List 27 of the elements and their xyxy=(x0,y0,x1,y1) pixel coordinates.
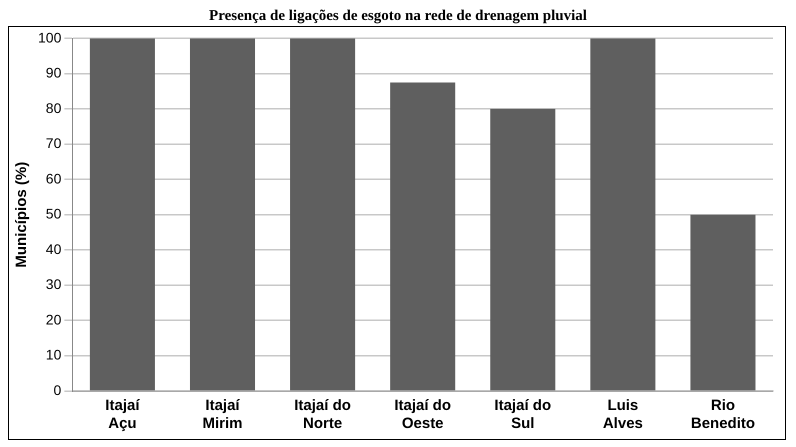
x-tick-label: Itajaí Açu xyxy=(105,397,140,432)
bar xyxy=(90,38,155,390)
y-tick-label: 80 xyxy=(46,100,62,116)
y-tick-label: 30 xyxy=(46,276,62,292)
bar xyxy=(190,38,256,390)
x-tick-label: Itajaí do Sul xyxy=(494,397,552,432)
y-tick-label: 70 xyxy=(46,135,62,152)
x-tick-label: Luis Alves xyxy=(602,397,643,432)
y-tick-label: 40 xyxy=(46,240,62,257)
y-tick-label: 20 xyxy=(46,311,62,328)
x-tick-label: Itajaí Mirim xyxy=(202,397,243,432)
bar xyxy=(690,214,756,390)
x-tick-label: Itajaí do Oeste xyxy=(394,397,452,432)
y-tick-label: 60 xyxy=(46,170,62,186)
chart-title: Presença de ligações de esgoto na rede de drenagem pluvial xyxy=(208,8,588,26)
y-tick-label: 10 xyxy=(46,346,62,363)
bar xyxy=(490,108,556,390)
x-tick-label: Rio Benedito xyxy=(690,397,756,432)
y-tick-label: 0 xyxy=(54,382,62,398)
y-axis-title: Municípios (%) xyxy=(13,162,30,268)
y-tick-label: 50 xyxy=(46,206,62,222)
y-tick-label: 90 xyxy=(46,64,62,81)
bar xyxy=(390,82,456,390)
bar xyxy=(290,38,356,390)
x-tick-label: Itajaí do Norte xyxy=(294,397,351,432)
bar xyxy=(590,38,656,390)
y-tick-label: 100 xyxy=(38,29,62,46)
